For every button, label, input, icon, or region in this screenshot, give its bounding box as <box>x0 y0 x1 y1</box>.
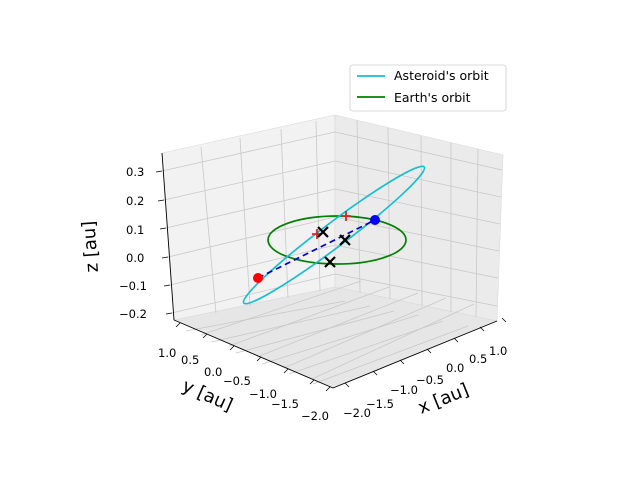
grid-line <box>312 325 469 385</box>
grid-line <box>235 310 395 354</box>
grid-line <box>256 292 419 358</box>
legend-label-earth: Earth's orbit <box>394 90 471 105</box>
grid-line <box>334 131 503 171</box>
z-tick-labels: 0.3 0.2 0.1 0.0 −0.1 −0.2 <box>119 165 147 321</box>
y-tick-label: −0.5 <box>223 374 251 388</box>
grid-line <box>169 244 336 286</box>
legend: Asteroid's orbit Earth's orbit <box>349 64 507 112</box>
y-tick-label: −1.5 <box>271 397 299 411</box>
z-tick-label: 0.3 <box>126 165 144 179</box>
dashed-connector-line <box>257 219 376 279</box>
z-tick-label: 0.2 <box>126 194 144 208</box>
tick-marks <box>155 170 507 392</box>
grid-line <box>185 300 346 332</box>
x-tick-label: −2.0 <box>343 406 371 420</box>
grid-line <box>334 273 498 307</box>
grid-line <box>161 131 336 172</box>
legend-label-asteroid: Asteroid's orbit <box>394 68 489 83</box>
marker-plus <box>341 211 351 221</box>
y-tick-label: 0.0 <box>204 365 222 379</box>
z-tick-label: 0.1 <box>126 223 144 237</box>
x-tick-labels: −2.0 −1.5 −1.0 −0.5 0.0 0.5 1.0 <box>343 344 507 420</box>
grid-line <box>283 297 447 369</box>
plot-layer <box>242 165 426 305</box>
grid-line <box>261 314 419 365</box>
grid-line <box>167 216 336 258</box>
axis-lines <box>161 152 498 389</box>
marker-cross <box>324 256 336 268</box>
y-tick-label: −2.0 <box>301 409 329 423</box>
grid-line <box>420 135 423 307</box>
marker-dot <box>253 273 263 283</box>
y-tick-labels: 1.0 0.5 0.0 −0.5 −1.0 −1.5 −2.0 <box>158 346 329 423</box>
x-tick-label: 0.0 <box>446 361 464 375</box>
grid-line <box>200 146 217 314</box>
marker-cross <box>339 234 351 246</box>
x-tick-label: 1.0 <box>489 344 507 358</box>
axes-panes <box>161 114 504 389</box>
y-axis-line <box>173 319 334 389</box>
z-axis-line <box>161 152 175 321</box>
grid-line <box>171 273 336 314</box>
grid-line <box>334 216 500 252</box>
x-tick-label: −1.0 <box>390 383 418 397</box>
x-tick-label: −1.5 <box>366 397 394 411</box>
grid-line <box>475 148 479 318</box>
grid-line <box>334 244 499 279</box>
z-tick-label: −0.1 <box>119 279 147 293</box>
x-tick-label: 0.5 <box>469 352 487 366</box>
grid-line <box>228 286 390 347</box>
grid-line <box>280 128 289 299</box>
y-tick-label: 0.5 <box>181 353 199 367</box>
grid-line <box>165 188 336 229</box>
legend-box <box>349 64 507 112</box>
x-axis-line <box>332 320 498 389</box>
grid-line <box>387 127 391 300</box>
marker-cross <box>317 226 329 238</box>
grid-line <box>210 305 371 343</box>
grid-line <box>239 137 251 307</box>
z-axis-label: z [au] <box>78 220 103 273</box>
x-tick-label: −0.5 <box>416 373 444 387</box>
y-tick-label: −1.0 <box>249 387 277 401</box>
grid-line <box>311 303 475 380</box>
grid-line <box>334 188 501 225</box>
z-tick-label: −0.2 <box>119 307 147 321</box>
z-tick-label: 0.0 <box>126 251 144 265</box>
marker-dot <box>370 215 380 225</box>
grid-line <box>200 280 362 336</box>
grid-line <box>163 160 336 201</box>
y-tick-label: 1.0 <box>158 346 176 360</box>
earth-orbit-line <box>267 215 407 265</box>
